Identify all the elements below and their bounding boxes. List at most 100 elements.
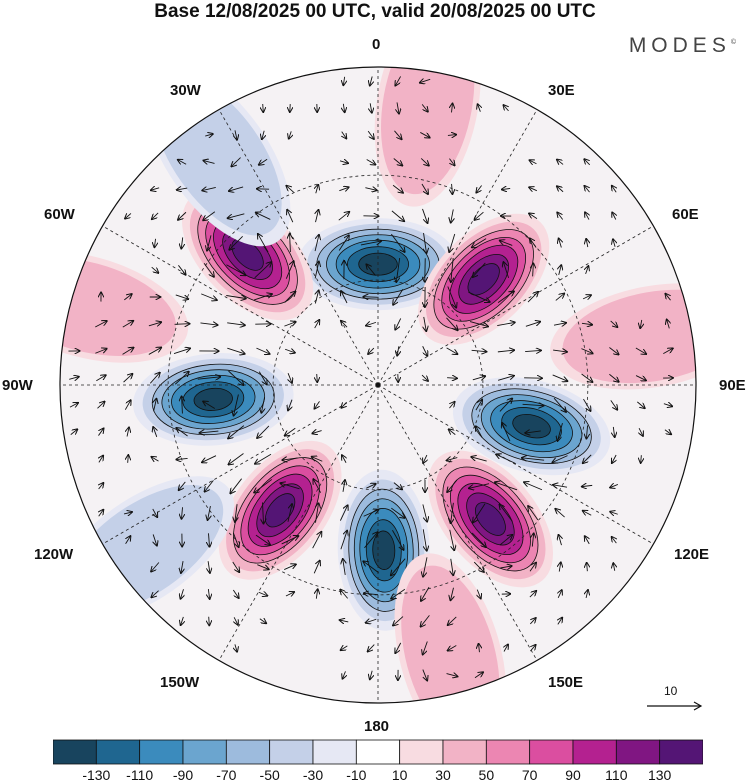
wind-arrow	[663, 348, 672, 355]
wind-arrow	[495, 482, 518, 491]
wind-arrow	[395, 642, 402, 653]
wind-arrow	[343, 76, 344, 85]
wind-arrow	[449, 402, 454, 409]
wind-arrow	[529, 213, 538, 219]
wind-arrow	[497, 291, 514, 304]
wind-arrow	[200, 431, 219, 433]
wind-arrow	[124, 294, 131, 301]
chart-title: Base 12/08/2025 00 UTC, valid 20/08/2025…	[154, 1, 596, 22]
lon-label-30w: 30W	[170, 82, 201, 99]
wind-arrow	[639, 427, 643, 436]
wind-arrow	[261, 397, 264, 412]
wind-arrow	[421, 104, 428, 111]
wind-arrow	[178, 160, 187, 164]
colorbar-cell	[225, 739, 271, 765]
wind-arrow	[203, 401, 216, 409]
wind-arrow	[447, 135, 456, 136]
wind-arrow	[612, 213, 616, 220]
wind-arrow	[365, 188, 376, 191]
wind-arrow	[154, 399, 157, 412]
wind-arrow	[173, 348, 190, 355]
wind-arrow	[477, 589, 480, 599]
wind-arrow	[228, 425, 245, 439]
wind-arrow	[452, 183, 453, 194]
wind-arrow	[176, 458, 188, 459]
wind-arrow	[197, 377, 220, 379]
colorbar-label: -130	[82, 767, 111, 783]
meridian-line	[218, 109, 379, 386]
wind-arrow	[447, 286, 456, 307]
wind-arrow	[610, 400, 617, 409]
wind-arrow	[315, 320, 320, 329]
lon-label-180: 180	[364, 718, 390, 735]
wind-arrow	[229, 186, 244, 191]
wind-arrow	[226, 264, 245, 276]
wind-arrow	[205, 480, 214, 491]
wind-arrow	[340, 590, 348, 599]
wind-arrow	[391, 233, 404, 252]
wind-arrow	[558, 423, 563, 441]
wind-arrow	[153, 427, 157, 438]
wind-arrow	[422, 208, 428, 223]
wind-arrow	[234, 617, 238, 624]
wind-arrow	[208, 561, 210, 573]
wind-arrow	[533, 264, 534, 277]
wind-arrow	[421, 374, 428, 381]
wind-arrow	[258, 592, 268, 595]
wind-arrow	[312, 431, 322, 434]
wind-arrow	[178, 265, 185, 274]
wind-arrow	[529, 591, 536, 598]
pole-dot	[375, 382, 381, 388]
meridian-line	[218, 384, 379, 661]
colorbar-cell	[269, 739, 314, 765]
meridian-line	[377, 384, 654, 545]
wind-arrow	[280, 483, 300, 490]
wind-arrow	[234, 394, 239, 415]
wind-arrow	[447, 378, 457, 379]
colorbar-label: 130	[647, 767, 672, 783]
wind-arrow	[286, 186, 294, 193]
wind-arrow	[527, 292, 538, 303]
wind-arrow	[122, 348, 134, 355]
wind-arrow	[314, 262, 319, 279]
wind-arrow	[446, 674, 458, 677]
wind-arrow	[316, 210, 319, 223]
wind-arrow	[476, 426, 483, 438]
meridian-line	[377, 109, 538, 386]
wind-arrow	[664, 430, 671, 435]
wind-arrow	[472, 238, 487, 248]
wind-arrow	[391, 588, 406, 598]
wind-arrow	[421, 615, 430, 626]
wind-arrow	[553, 350, 567, 352]
wind-arrow	[497, 350, 514, 352]
wind-arrow	[123, 512, 132, 514]
wind-arrow	[288, 372, 292, 383]
wind-arrow	[229, 235, 243, 249]
wind-arrow	[95, 321, 106, 328]
wind-arrow	[420, 79, 431, 82]
wind-arrow	[338, 212, 349, 221]
colorbar-label: 70	[521, 767, 538, 783]
wind-arrow	[609, 373, 618, 382]
meridian-line	[102, 384, 379, 545]
wind-arrow	[364, 593, 379, 594]
lon-label-30e: 30E	[548, 82, 575, 99]
wind-arrow	[314, 235, 319, 252]
wind-arrow	[339, 187, 348, 190]
wind-arrow	[471, 532, 486, 547]
wind-arrow	[203, 211, 216, 221]
wind-arrow	[285, 427, 296, 435]
wind-arrow	[366, 484, 375, 488]
wind-arrow	[284, 291, 296, 303]
wind-arrow	[500, 566, 511, 568]
wind-arrow	[287, 504, 292, 522]
wind-arrow	[396, 258, 401, 282]
wind-arrow	[253, 294, 272, 301]
wind-arrow	[532, 533, 533, 547]
wind-arrow	[499, 535, 512, 546]
colorbar-label: 10	[391, 767, 408, 783]
wind-arrow	[585, 536, 589, 545]
wind-arrow	[421, 586, 430, 601]
wind-arrow	[207, 235, 212, 250]
wind-arrow	[640, 319, 642, 328]
